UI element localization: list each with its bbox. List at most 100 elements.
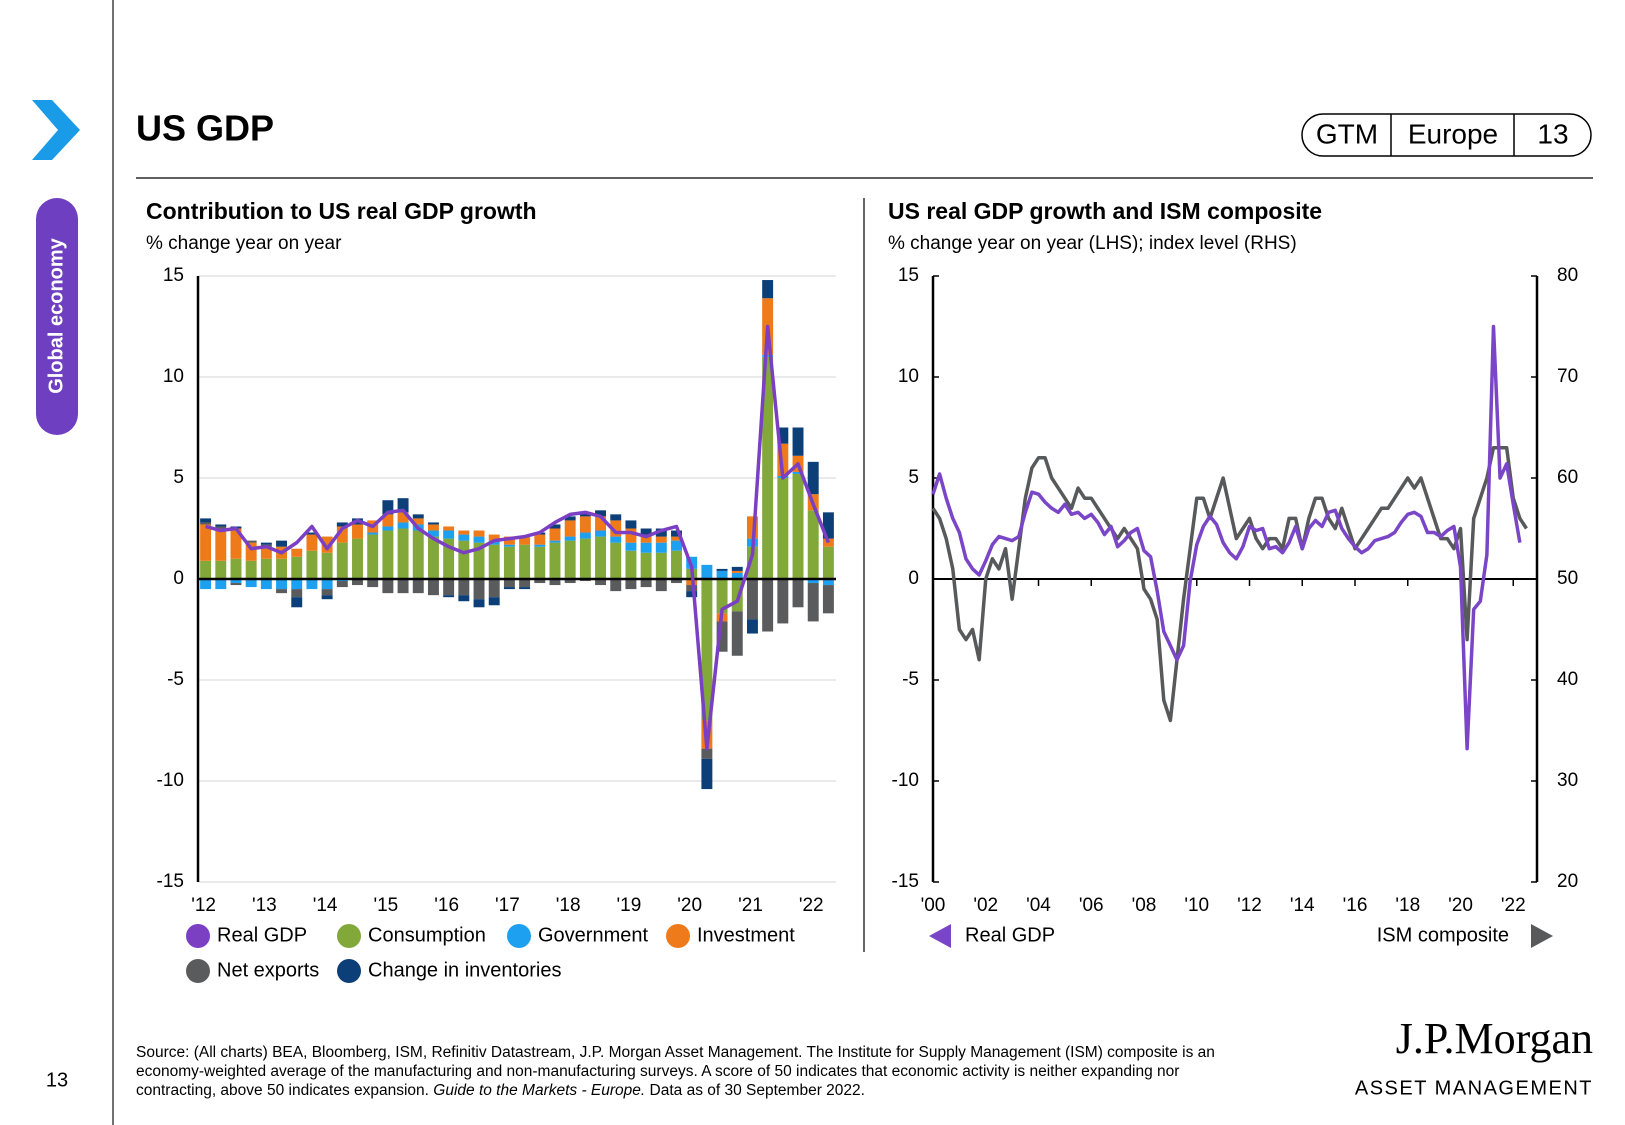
legend-marker — [1531, 924, 1553, 948]
y2-tick-label: 40 — [1557, 669, 1578, 690]
bar-segment — [291, 597, 303, 608]
bar-segment — [443, 538, 455, 579]
bar-segment — [306, 550, 318, 579]
bar-segment — [655, 536, 667, 543]
bar-segment — [215, 524, 227, 527]
bar-segment — [716, 621, 728, 652]
bar-segment — [336, 526, 348, 543]
y2-tick-label: 60 — [1557, 467, 1578, 488]
y-tick-label: 15 — [898, 265, 919, 286]
bar-segment — [564, 520, 576, 537]
bar-segment — [291, 579, 303, 590]
bar-segment — [762, 356, 774, 579]
bar-segment — [427, 524, 439, 531]
section-pill — [36, 198, 78, 435]
bar-segment — [200, 522, 212, 525]
line-series — [931, 445, 1528, 723]
bar-segment — [549, 540, 561, 543]
bar-segment — [640, 542, 652, 553]
bar-segment — [367, 579, 379, 588]
bar-segment — [686, 585, 698, 592]
chart-title: Contribution to US real GDP growth — [146, 198, 537, 224]
bar-segment — [534, 544, 546, 547]
bar-segment — [473, 530, 485, 537]
bar-segment — [792, 579, 804, 608]
bar-segment — [746, 619, 758, 634]
y-tick-label: -5 — [902, 669, 919, 690]
legend-marker — [337, 959, 361, 983]
bar-segment — [397, 498, 409, 513]
x-tick-label: '12 — [1237, 895, 1262, 916]
bar-segment — [701, 748, 713, 759]
bar-segment — [746, 546, 758, 579]
legend-label: ISM composite — [1377, 924, 1509, 946]
bar-segment — [367, 532, 379, 535]
bar-segment — [230, 579, 242, 584]
bar-segment — [215, 560, 227, 579]
bar-segment — [701, 579, 713, 721]
bar-segment — [488, 544, 500, 579]
bar-segment — [579, 538, 591, 579]
bar-segment — [822, 585, 834, 614]
bar-segment — [564, 540, 576, 579]
y2-tick-label: 70 — [1557, 366, 1578, 387]
bar-segment — [595, 536, 607, 579]
bar-segment — [458, 540, 470, 579]
bar-segment — [306, 579, 318, 590]
badge-text: Europe — [1408, 118, 1498, 149]
bar-segment — [746, 579, 758, 620]
bar-segment — [215, 526, 227, 529]
bar-segment — [625, 542, 637, 551]
bar-segment — [245, 540, 257, 543]
bar-segment — [321, 579, 333, 590]
bar-segment — [671, 550, 682, 579]
bar-segment — [473, 579, 485, 600]
bar-segment — [367, 534, 379, 579]
bar-segment — [306, 532, 318, 535]
bar-segment — [230, 558, 242, 579]
bar-segment — [777, 478, 789, 579]
x-tick-label: '16 — [1343, 895, 1368, 916]
bar-segment — [503, 536, 515, 545]
bar-segment — [321, 552, 333, 579]
bar-segment — [260, 546, 272, 559]
bar-segment — [200, 518, 212, 523]
bar-segment — [336, 581, 348, 588]
bar-segment — [777, 443, 789, 476]
bar-segment — [352, 538, 363, 579]
bar-segment — [701, 564, 713, 579]
bar-segment — [716, 570, 728, 579]
bar-segment — [731, 570, 743, 573]
bar-segment — [534, 534, 546, 545]
x-tick-label: '14 — [313, 895, 338, 916]
bar-segment — [397, 512, 409, 523]
bar-segment — [427, 522, 439, 525]
x-tick-label: '00 — [921, 895, 946, 916]
bar-segment — [671, 536, 682, 541]
bar-segment — [822, 538, 834, 547]
logo-name: J.P.Morgan — [1396, 1014, 1593, 1063]
footnote-italic: Guide to the Markets - Europe. — [433, 1082, 645, 1099]
y-tick-label: 5 — [908, 467, 919, 488]
bar-segment — [336, 542, 348, 579]
bar-segment — [321, 595, 333, 600]
chart-subtitle: % change year on year — [146, 233, 342, 254]
chart-title: US real GDP growth and ISM composite — [888, 198, 1322, 224]
bar-segment — [427, 530, 439, 537]
bar-segment — [519, 579, 531, 588]
bar-segment — [443, 526, 455, 531]
bar-segment — [427, 536, 439, 579]
chevron-icon — [32, 100, 80, 160]
bar-segment — [671, 540, 682, 551]
bar-segment — [671, 579, 682, 584]
bar-segment — [397, 579, 409, 594]
bar-segment — [291, 556, 303, 579]
bar-segment — [807, 510, 819, 579]
bar-segment — [610, 536, 622, 543]
bar-segment — [731, 566, 743, 571]
bar-segment — [443, 595, 455, 598]
bar-segment — [321, 536, 333, 553]
bar-segment — [260, 558, 272, 579]
